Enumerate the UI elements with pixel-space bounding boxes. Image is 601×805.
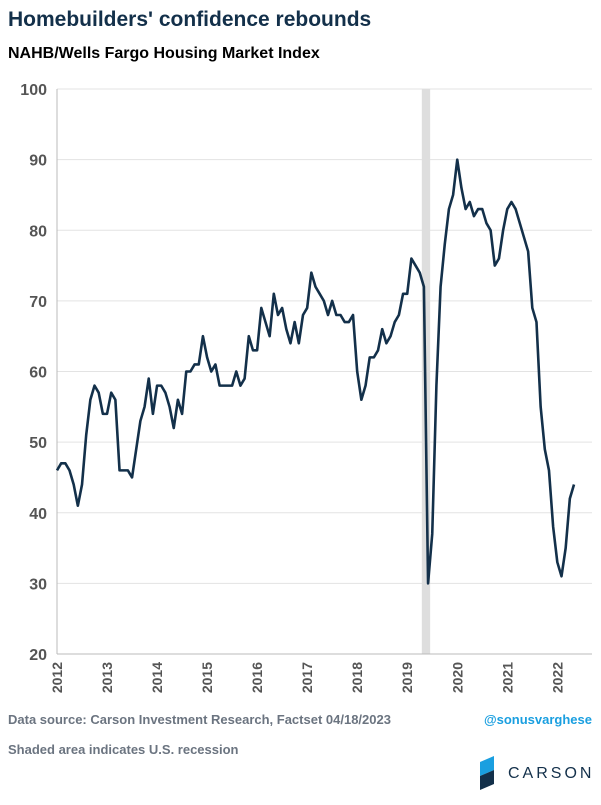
y-tick-label: 20 (29, 647, 47, 664)
x-tick-label: 2020 (449, 662, 465, 693)
x-tick-label: 2012 (49, 662, 65, 693)
chart-title: Homebuilders' confidence rebounds (8, 8, 371, 31)
x-tick-label: 2021 (499, 662, 515, 693)
logo-mark (480, 770, 494, 790)
y-tick-label: 70 (29, 294, 47, 311)
logo-text: CARSON (508, 765, 594, 782)
chart-subtitle: NAHB/Wells Fargo Housing Market Index (8, 45, 320, 62)
x-tick-label: 2017 (299, 662, 315, 693)
x-tick-label: 2015 (199, 662, 215, 693)
data-line (55, 158, 576, 585)
handle: @sonusvarghese (484, 712, 592, 727)
y-tick-label: 90 (29, 153, 47, 170)
x-tick-label: 2014 (149, 662, 165, 693)
logo: CARSON (480, 756, 594, 790)
y-tick-label: 50 (29, 435, 47, 452)
y-tick-label: 80 (29, 223, 47, 240)
x-tick-label: 2013 (99, 662, 115, 693)
x-tick-label: 2019 (399, 662, 415, 693)
x-tick-label: 2018 (349, 662, 365, 693)
source-note: Data source: Carson Investment Research,… (8, 712, 391, 727)
y-tick-label: 40 (29, 506, 47, 523)
y-tick-label: 30 (29, 576, 47, 593)
x-tick-label: 2016 (249, 662, 265, 693)
logo-mark (480, 756, 494, 776)
x-tick-label: 2022 (549, 662, 565, 693)
y-tick-label: 100 (20, 82, 47, 99)
y-tick-label: 60 (29, 365, 47, 382)
recession-note: Shaded area indicates U.S. recession (8, 742, 239, 757)
